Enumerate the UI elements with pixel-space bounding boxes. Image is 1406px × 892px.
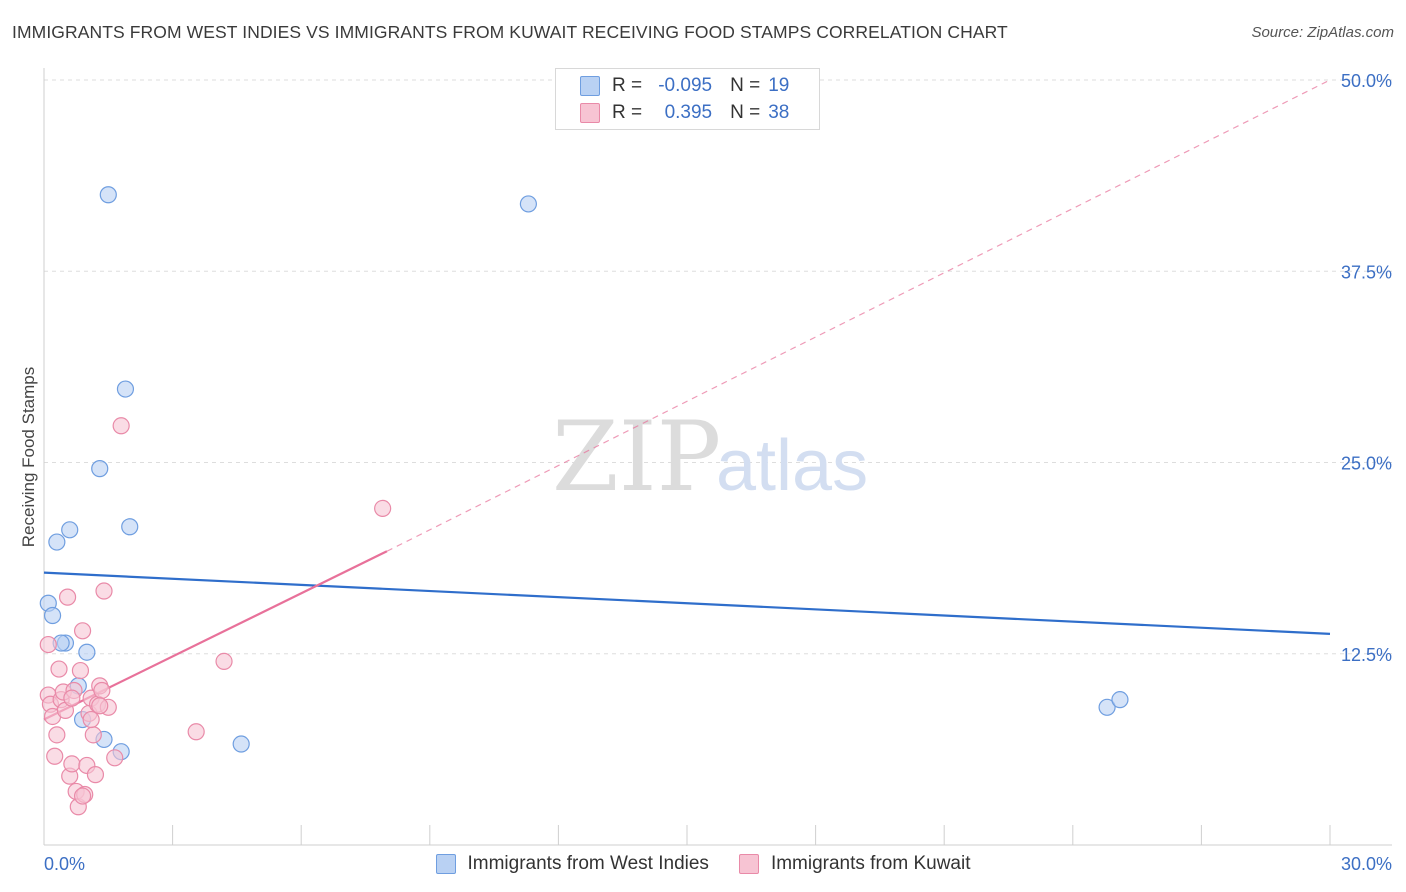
data-point-kuwait <box>82 710 100 729</box>
data-point-kuwait <box>39 635 57 654</box>
watermark-atlas: atlas <box>716 426 868 506</box>
data-point-west-indies <box>99 186 117 204</box>
trend-layer <box>43 79 1331 721</box>
data-point-west-indies <box>1098 698 1116 716</box>
legend-row-kuwait: R = 0.395 N = 38 <box>580 100 789 126</box>
data-point-kuwait <box>50 660 68 678</box>
watermark: ZIP atlas <box>552 401 868 513</box>
data-point-kuwait <box>95 582 113 600</box>
data-point-west-indies <box>116 380 135 398</box>
data-point-kuwait <box>86 766 105 784</box>
y-tick-label: 37.5% <box>1341 262 1392 282</box>
series-legend-kuwait: Immigrants from Kuwait <box>738 853 971 875</box>
legend-n-value: 19 <box>768 75 790 96</box>
data-point-kuwait <box>46 747 64 765</box>
legend-r-label: R = <box>612 75 643 96</box>
legend-swatch-pink <box>580 103 600 123</box>
data-point-kuwait <box>374 499 392 517</box>
data-point-kuwait <box>58 588 77 606</box>
data-point-west-indies <box>78 643 96 661</box>
data-point-kuwait <box>112 417 130 435</box>
series-legend-west-indies: Immigrants from West Indies <box>435 853 709 875</box>
y-tick-label: 50.0% <box>1341 71 1392 91</box>
data-point-west-indies <box>43 606 62 625</box>
legend-r-label: R = <box>612 102 643 123</box>
data-point-kuwait <box>63 689 81 707</box>
data-point-west-indies <box>232 735 250 753</box>
correlation-legend: R = -0.095 N = 19 R = 0.395 N = 38 <box>555 68 820 130</box>
series-swatch-blue <box>435 854 456 874</box>
watermark-zip: ZIP <box>552 401 721 513</box>
grid-layer <box>44 79 1392 655</box>
data-point-kuwait <box>48 726 66 744</box>
source-label: Source: ZipAtlas.com <box>1251 24 1394 41</box>
data-point-kuwait <box>93 681 111 700</box>
legend-swatch-blue <box>580 76 600 96</box>
y-tick-label: 25.0% <box>1341 454 1392 474</box>
legend-n-value: 38 <box>768 102 790 123</box>
legend-r-value: -0.095 <box>658 75 713 96</box>
data-point-kuwait <box>73 622 92 640</box>
data-point-kuwait <box>106 749 124 767</box>
trend-line-west-indies <box>43 571 1331 635</box>
data-point-kuwait <box>187 723 205 741</box>
y-tick-label: 12.5% <box>1341 645 1392 665</box>
data-point-west-indies <box>61 521 79 539</box>
data-point-kuwait <box>84 726 102 744</box>
data-point-west-indies <box>48 533 66 551</box>
series-legend: Immigrants from West Indies Immigrants f… <box>0 850 1406 878</box>
series-swatch-pink <box>738 854 759 874</box>
legend-n-label: N = <box>730 75 761 96</box>
data-point-west-indies <box>121 518 139 536</box>
chart-title: IMMIGRANTS FROM WEST INDIES VS IMMIGRANT… <box>12 22 1008 42</box>
data-point-kuwait <box>73 787 92 805</box>
y-axis-label: Receiving Food Stamps <box>19 367 38 547</box>
legend-n-label: N = <box>730 102 761 123</box>
series-label-west-indies: Immigrants from West Indies <box>467 853 709 874</box>
data-point-kuwait <box>63 755 81 773</box>
legend-row-west-indies: R = -0.095 N = 19 <box>580 73 789 99</box>
data-point-west-indies <box>1111 691 1129 709</box>
point-layer <box>39 186 1129 816</box>
data-point-west-indies <box>519 195 537 213</box>
axis-layer: 12.5% 25.0% 37.5% 50.0% 0.0% 30.0% <box>43 68 1392 874</box>
x-tick-label-min: 0.0% <box>44 854 85 874</box>
x-tick-label-max: 30.0% <box>1341 854 1392 874</box>
data-point-kuwait <box>71 661 90 680</box>
data-point-west-indies <box>91 460 109 478</box>
legend-r-value: 0.395 <box>664 102 713 123</box>
data-point-kuwait <box>91 697 109 715</box>
data-point-kuwait <box>215 652 233 671</box>
series-label-kuwait: Immigrants from Kuwait <box>770 853 971 874</box>
